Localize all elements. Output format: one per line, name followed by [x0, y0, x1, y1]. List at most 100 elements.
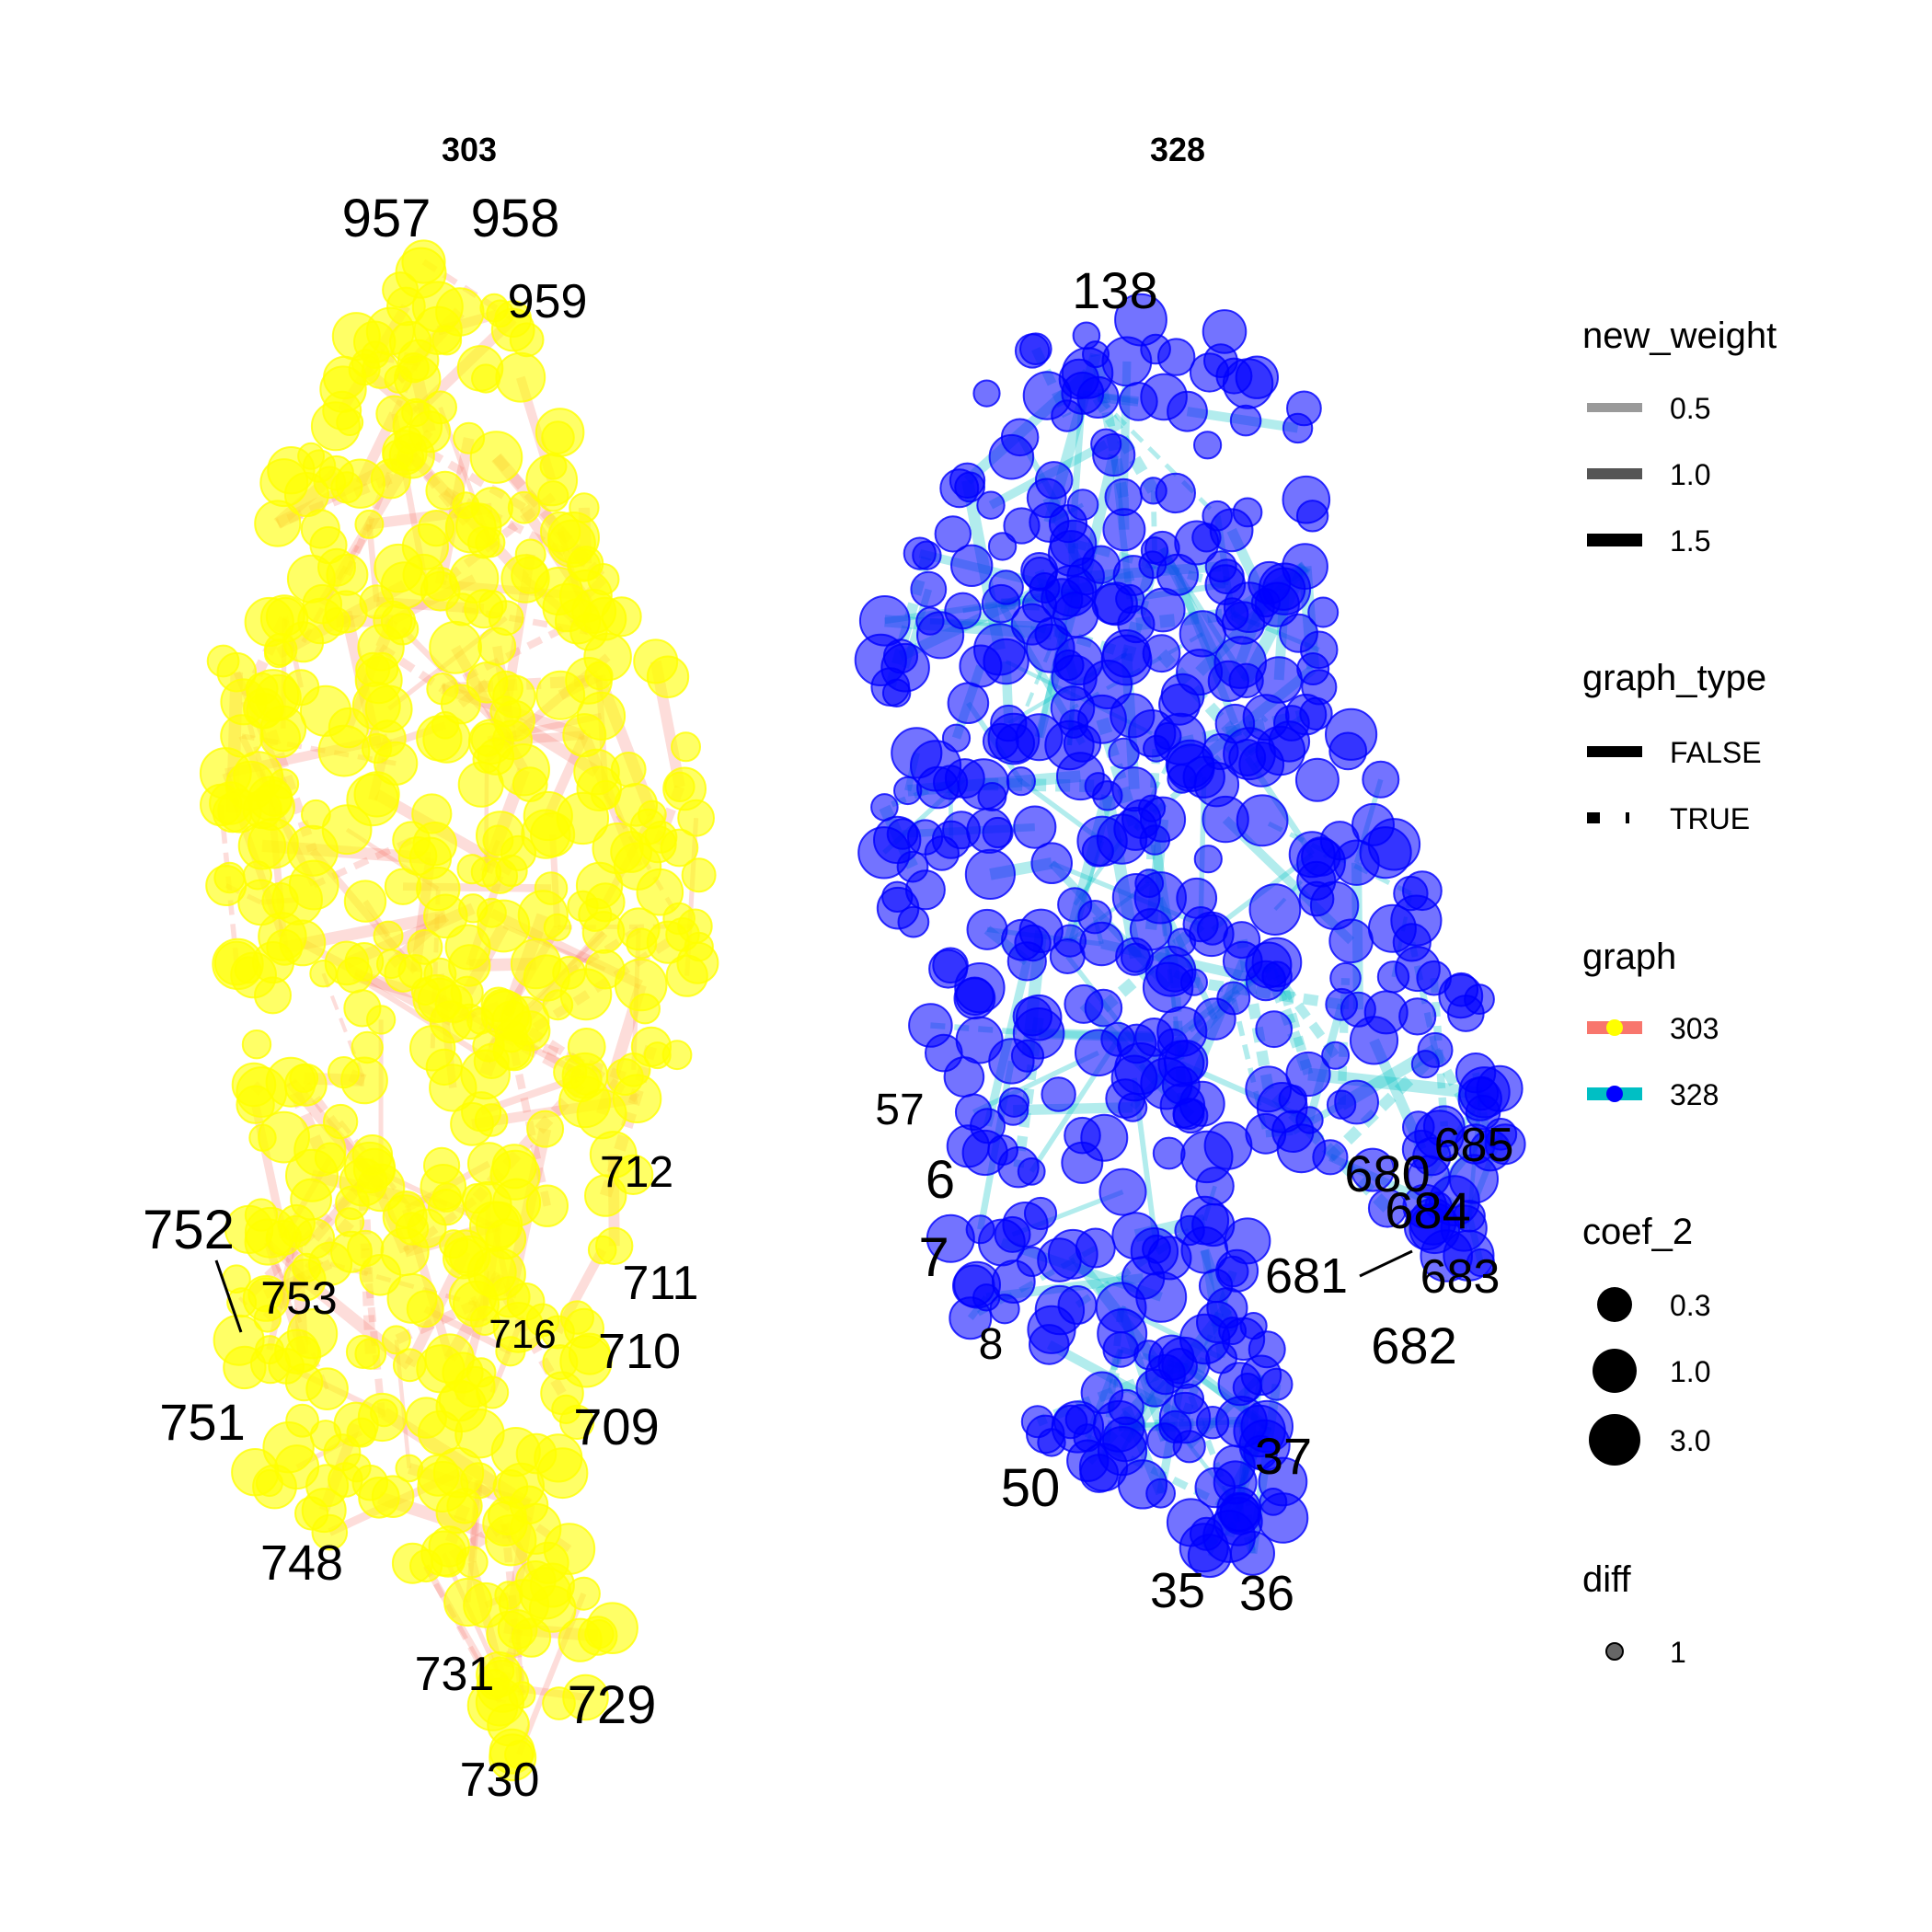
network-edge [1409, 941, 1439, 1052]
network-node [997, 1094, 1029, 1126]
network-node [1015, 994, 1063, 1041]
network-node [309, 960, 338, 988]
network-node [988, 433, 1035, 480]
legend-title: graph_type [1582, 658, 1766, 698]
panel-title-303: 303 [442, 131, 497, 168]
node-label: 959 [508, 275, 588, 328]
network-node [1146, 1422, 1183, 1459]
network-node [613, 1154, 654, 1196]
node-label: 50 [1001, 1458, 1061, 1518]
network-node [1057, 1285, 1098, 1325]
network-node [1294, 757, 1340, 802]
network-node [908, 1003, 953, 1048]
network-node [910, 570, 948, 608]
legend-key-dot [1606, 1019, 1623, 1036]
network-node [1051, 399, 1084, 432]
network-node [535, 408, 585, 457]
network-node [954, 962, 1006, 1014]
network-node [573, 748, 620, 796]
network-node [1167, 764, 1197, 794]
label-leader-lines-303 [214, 1259, 243, 1333]
network-node [567, 1028, 606, 1066]
network-node [1079, 921, 1124, 967]
node-label: 957 [342, 189, 431, 248]
network-node [236, 1066, 288, 1118]
network-node [244, 1218, 292, 1266]
node-label: 748 [260, 1535, 343, 1591]
network-node [614, 958, 668, 1012]
network-node [495, 351, 546, 403]
network-node [1261, 960, 1293, 992]
network-node [551, 1394, 581, 1425]
network-node [1282, 543, 1328, 591]
node-label: 711 [623, 1257, 699, 1310]
network-node [601, 596, 642, 638]
network-node [311, 1513, 349, 1551]
network-node [492, 719, 533, 761]
network-node [983, 638, 1029, 685]
network-edge [312, 836, 413, 889]
network-node [359, 584, 395, 620]
network-node [264, 632, 298, 667]
network-node [1134, 1018, 1174, 1057]
network-node [569, 1332, 611, 1375]
network-node [569, 492, 600, 523]
network-node [1410, 1050, 1441, 1079]
network-node [1129, 908, 1173, 951]
network-node [514, 538, 546, 570]
network-node [345, 1334, 381, 1370]
network-node [261, 881, 299, 920]
network-node [1102, 1331, 1139, 1368]
network-node [474, 1103, 509, 1137]
nodes-328 [854, 293, 1526, 1579]
legend-label: 1.0 [1670, 1355, 1710, 1388]
network-node [509, 322, 545, 358]
network-edge [1096, 396, 1219, 518]
network-node [274, 1328, 320, 1374]
network-node [477, 897, 507, 928]
network-node [1286, 390, 1322, 427]
node-label: 8 [979, 1320, 1004, 1369]
network-node [1030, 842, 1073, 885]
network-node [1114, 293, 1167, 347]
network-node [1189, 911, 1235, 958]
network-node [243, 687, 284, 730]
network-node [952, 1264, 995, 1307]
network-node [476, 1659, 530, 1713]
network-node [384, 868, 422, 905]
network-node [982, 722, 1019, 760]
network-node [392, 821, 431, 860]
network-node [476, 811, 525, 860]
node-label: 712 [600, 1148, 673, 1197]
network-node [515, 1432, 558, 1475]
network-node [375, 949, 407, 980]
network-node [916, 611, 965, 660]
network-node [1145, 1478, 1176, 1509]
network-node [1218, 1317, 1248, 1346]
legend-label: 328 [1670, 1078, 1719, 1111]
network-node [525, 454, 579, 507]
network-node [966, 908, 1008, 950]
network-node [1014, 333, 1051, 369]
network-node [453, 421, 486, 454]
legend-graph: graph 303 328 [1582, 937, 1719, 1111]
network-node [510, 1502, 562, 1555]
network-node [1047, 530, 1095, 577]
network-node [1193, 431, 1223, 460]
node-label: 35 [1150, 1563, 1205, 1618]
network-node [1115, 583, 1145, 615]
legend: new_weight 0.5 1.0 1.5 graph_type FALSE … [1582, 316, 1777, 1669]
node-label: 6 [926, 1150, 955, 1210]
network-node [1359, 826, 1412, 880]
network-node [1403, 1203, 1451, 1251]
network-node [949, 462, 986, 499]
legend-title: new_weight [1582, 316, 1777, 356]
network-node [1157, 338, 1196, 376]
network-node [681, 857, 717, 893]
network-node [539, 511, 581, 553]
network-node [1179, 610, 1226, 658]
network-node [950, 544, 994, 587]
network-node [1242, 694, 1290, 742]
node-label: 731 [415, 1648, 495, 1701]
